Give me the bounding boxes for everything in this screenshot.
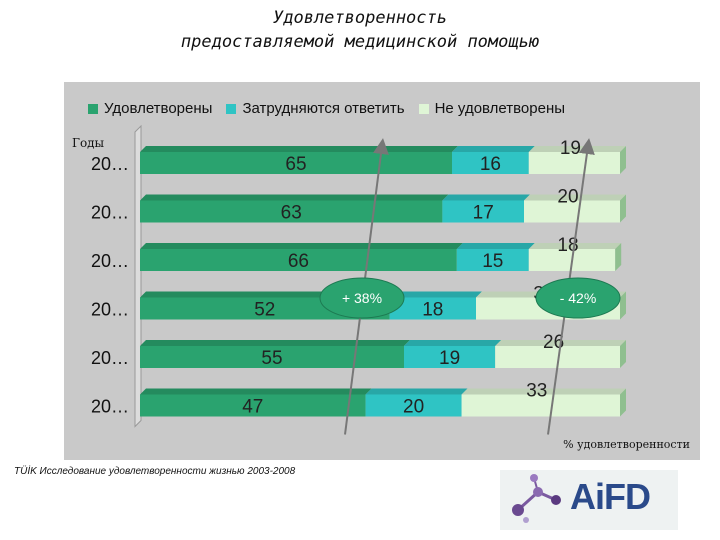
page-title: Удовлетворенность предоставляемой медици… <box>0 6 720 54</box>
x-axis-caption: % удовлетворенности <box>563 438 690 451</box>
bar-segment <box>365 394 462 417</box>
bar-segment <box>140 152 452 174</box>
legend-item-unsatisfied: Не удовлетворены <box>418 100 566 117</box>
bar-top-face <box>140 243 463 249</box>
bar-segment <box>456 249 529 271</box>
legend-label-undecided: Затрудняются ответить <box>242 100 405 117</box>
bar-top-face <box>452 146 535 152</box>
data-label: 19 <box>439 348 460 369</box>
bar-top-face <box>461 388 626 395</box>
bar-top-face <box>140 194 449 201</box>
bar-segment <box>140 394 366 417</box>
data-label: 66 <box>288 251 309 272</box>
legend-swatch-undecided <box>226 103 237 114</box>
annotation-label: + 38% <box>342 290 382 306</box>
legend-item-undecided: Затрудняются ответить <box>226 100 405 117</box>
category-label: 20… <box>91 251 129 271</box>
bar-side-face <box>620 291 626 320</box>
bar-side-face <box>615 243 622 271</box>
data-label: 47 <box>242 397 263 418</box>
bar-top-face <box>140 146 458 152</box>
bar-segment <box>461 394 620 417</box>
data-label: 20 <box>557 187 578 208</box>
title-line-1: Удовлетворенность <box>273 8 447 28</box>
bar-side-face <box>620 388 626 417</box>
data-label: 17 <box>473 203 494 224</box>
category-label: 20… <box>91 397 129 417</box>
bar-top-face <box>389 291 482 298</box>
bar-top-face <box>524 194 626 201</box>
bar-segment <box>140 200 443 223</box>
bar-top-face <box>456 243 535 249</box>
bar-side-face <box>620 146 626 174</box>
aifd-logo: AiFD <box>500 470 678 530</box>
data-label: 52 <box>254 300 275 321</box>
data-label: 16 <box>480 154 501 175</box>
data-label: 65 <box>285 154 306 175</box>
bar-side-face <box>620 340 626 368</box>
annotation-bubble <box>535 277 621 319</box>
y-axis-wall <box>134 124 142 428</box>
bar-top-face <box>365 388 468 395</box>
legend-item-satisfied: Удовлетворены <box>88 100 212 117</box>
data-label: 15 <box>482 251 503 272</box>
data-label: 20 <box>403 397 424 418</box>
legend-label-unsatisfied: Не удовлетворены <box>434 100 566 117</box>
bar-top-face <box>140 340 410 346</box>
bar-side-face <box>620 194 626 223</box>
annotation-label: - 42% <box>560 290 597 306</box>
category-label: 20… <box>91 203 129 223</box>
data-label: 19 <box>560 138 581 159</box>
category-label: 20… <box>91 348 129 368</box>
chart-legend: Удовлетворены Затрудняются ответить Не у… <box>88 100 565 117</box>
bar-top-face <box>442 194 530 201</box>
bar-segment <box>495 346 620 368</box>
bar-segment <box>524 200 620 223</box>
category-label: 20… <box>91 154 129 174</box>
bar-top-face <box>140 388 372 395</box>
category-label: 20… <box>91 300 129 320</box>
bar-segment <box>389 297 476 320</box>
title-line-2: предоставляемой медицинской помощью <box>180 32 540 52</box>
data-label: 18 <box>422 300 443 321</box>
y-axis-label: Годы <box>72 136 105 150</box>
bar-top-face <box>528 146 626 152</box>
legend-swatch-unsatisfied <box>418 103 429 114</box>
bar-segment <box>442 200 524 223</box>
bar-segment <box>452 152 529 174</box>
data-label: 55 <box>261 348 282 369</box>
data-label: 63 <box>281 203 302 224</box>
source-footnote: TÜİK Исследование удовлетворенности жизн… <box>14 466 296 477</box>
bar-top-face <box>404 340 502 346</box>
data-label: 26 <box>543 332 564 353</box>
bar-segment <box>404 346 496 368</box>
logo-molecule-icon <box>512 474 561 523</box>
data-label: 33 <box>526 381 547 402</box>
annotation-bubble <box>319 277 405 319</box>
bar-segment <box>528 152 620 174</box>
bar-segment <box>140 249 457 271</box>
legend-label-satisfied: Удовлетворены <box>104 100 213 117</box>
legend-swatch-satisfied <box>88 103 98 114</box>
logo-text: AiFD <box>570 476 651 517</box>
bar-segment <box>140 346 404 368</box>
